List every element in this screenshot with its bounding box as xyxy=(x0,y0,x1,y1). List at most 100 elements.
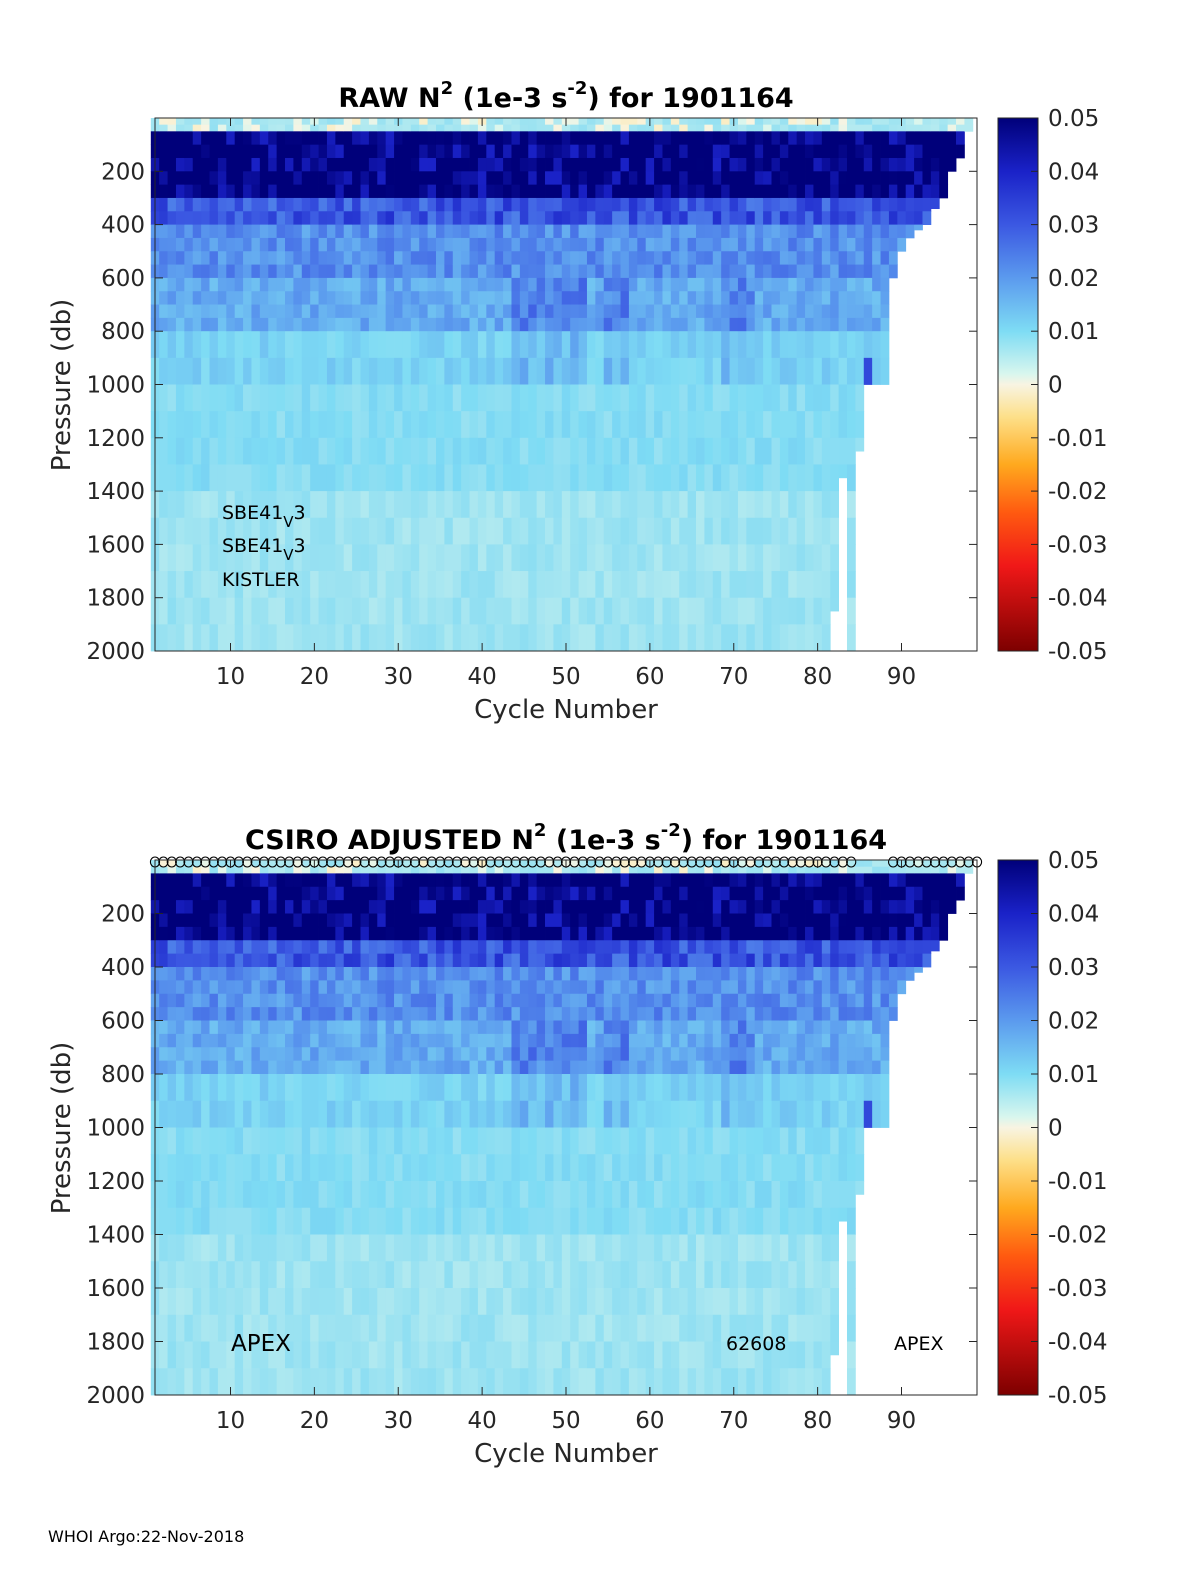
heatmap-cell xyxy=(696,1100,705,1128)
heatmap-cell xyxy=(318,331,328,359)
x-tick-label: 30 xyxy=(384,664,413,690)
heatmap-cell xyxy=(201,1127,210,1155)
heatmap-cell xyxy=(234,224,244,239)
heatmap-cell xyxy=(209,264,219,279)
heatmap-cell xyxy=(301,1060,311,1075)
heatmap-cell xyxy=(486,980,496,995)
heatmap-cell xyxy=(570,940,579,955)
heatmap-cell xyxy=(662,317,672,332)
heatmap-cell xyxy=(360,411,370,439)
heatmap-cell xyxy=(771,124,781,132)
x-tick-label: 60 xyxy=(635,664,664,690)
heatmap-cell xyxy=(276,437,286,465)
heatmap-cell xyxy=(712,597,722,625)
heatmap-cell xyxy=(536,1074,546,1102)
heatmap-cell xyxy=(503,953,512,968)
heatmap-cell xyxy=(310,144,319,159)
heatmap-cell xyxy=(637,157,647,172)
heatmap-cell xyxy=(159,411,168,439)
heatmap-cell xyxy=(360,1234,370,1262)
heatmap-cell xyxy=(435,940,445,955)
heatmap-cell xyxy=(545,624,554,652)
heatmap-cell xyxy=(217,1060,227,1075)
heatmap-cell xyxy=(486,118,496,126)
heatmap-cell xyxy=(897,144,907,159)
heatmap-cell xyxy=(821,264,831,279)
y-tick-label: 400 xyxy=(101,213,145,239)
heatmap-cell xyxy=(729,357,739,385)
heatmap-cell xyxy=(620,624,630,652)
heatmap-cell xyxy=(771,1127,781,1155)
heatmap-cell xyxy=(494,1074,504,1102)
heatmap-cell xyxy=(595,197,605,212)
heatmap-cell xyxy=(553,157,563,172)
heatmap-cell xyxy=(570,291,579,305)
heatmap-cell xyxy=(377,597,387,625)
heatmap-cell xyxy=(763,544,772,572)
heatmap-cell xyxy=(209,860,219,868)
heatmap-cell xyxy=(553,211,563,225)
heatmap-cell xyxy=(578,1007,588,1021)
heatmap-cell xyxy=(821,277,831,292)
heatmap-cell xyxy=(578,597,588,625)
heatmap-cell xyxy=(410,384,420,412)
heatmap-cell xyxy=(511,873,521,888)
y-tick-label: 1400 xyxy=(86,479,145,505)
heatmap-cell xyxy=(553,237,563,252)
heatmap-cell xyxy=(846,304,856,319)
heatmap-cell xyxy=(435,237,445,252)
heatmap-cell xyxy=(536,124,546,132)
heatmap-cell xyxy=(343,237,353,252)
heatmap-cell xyxy=(620,1007,630,1021)
heatmap-cell xyxy=(754,1033,764,1048)
heatmap-cell xyxy=(796,1341,806,1369)
heatmap-cell xyxy=(679,1007,689,1021)
heatmap-cell xyxy=(654,1288,663,1316)
heatmap-cell xyxy=(805,144,814,159)
heatmap-cell xyxy=(855,211,865,225)
heatmap-cell xyxy=(637,357,647,385)
heatmap-cell xyxy=(561,224,571,239)
heatmap-cell xyxy=(285,624,294,652)
heatmap-cell xyxy=(503,144,512,159)
heatmap-cell xyxy=(570,464,579,492)
heatmap-cell xyxy=(628,1234,638,1262)
heatmap-cell xyxy=(419,900,428,914)
heatmap-cell xyxy=(285,1047,294,1062)
heatmap-cell xyxy=(696,357,705,385)
heatmap-cell xyxy=(830,211,839,225)
heatmap-cell xyxy=(368,224,378,239)
heatmap-cell xyxy=(477,491,487,519)
heatmap-cell xyxy=(637,291,647,305)
heatmap-cell xyxy=(377,184,387,199)
heatmap-cell xyxy=(360,1047,370,1062)
heatmap-cell xyxy=(754,411,764,439)
heatmap-cell xyxy=(737,1314,747,1342)
heatmap-cell xyxy=(259,1100,269,1128)
heatmap-cell xyxy=(326,118,336,126)
heatmap-cell xyxy=(301,411,311,439)
heatmap-cell xyxy=(427,544,437,572)
heatmap-cell xyxy=(603,331,613,359)
heatmap-cell xyxy=(217,384,227,412)
heatmap-cell xyxy=(595,940,605,955)
heatmap-cell xyxy=(352,211,361,225)
heatmap-cell xyxy=(385,184,395,199)
y-tick-label: 2000 xyxy=(86,639,145,665)
heatmap-cell xyxy=(662,980,672,995)
heatmap-cell xyxy=(763,1207,772,1235)
heatmap-cell xyxy=(612,264,621,279)
heatmap-cell xyxy=(343,264,353,279)
heatmap-cell xyxy=(645,304,655,319)
y-axis-label: Pressure (db) xyxy=(47,299,77,472)
heatmap-cell xyxy=(687,171,697,186)
heatmap-cell xyxy=(310,940,319,955)
heatmap-cell xyxy=(595,544,605,572)
heatmap-cell xyxy=(402,1100,412,1128)
heatmap-cell xyxy=(754,1368,764,1396)
heatmap-cell xyxy=(226,291,236,305)
heatmap-cell xyxy=(620,251,630,265)
heatmap-cell xyxy=(679,251,689,265)
heatmap-cell xyxy=(729,900,739,914)
heatmap-cell xyxy=(251,900,261,914)
